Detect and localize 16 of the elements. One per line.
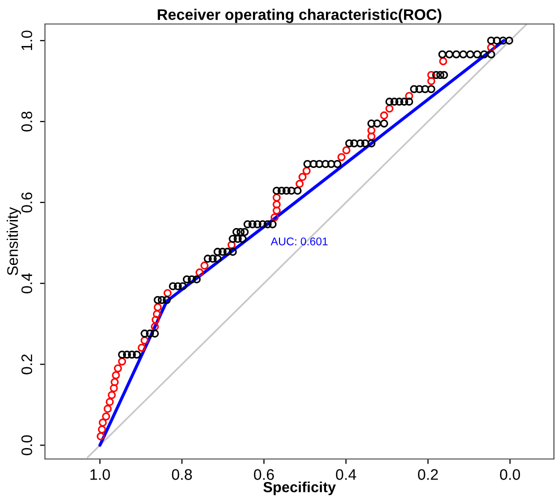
x-tick-label: 0.8 [172,469,192,480]
y-tick-label: 0.6 [21,192,32,212]
x-tick-label: 0.6 [254,469,274,480]
y-tick-label: 0.2 [21,354,32,374]
y-tick-label: 1.0 [21,30,32,50]
x-tick-label: 0.4 [336,469,356,480]
x-tick-label: 0.0 [500,469,520,480]
y-tick-label: 0.4 [21,273,32,294]
annotation: AUC: 0.601 [270,237,328,246]
chart-title: Receiver operating characteristic(ROC) [158,8,442,24]
x-tick-label: 1.0 [90,469,110,480]
y-axis-title: Sensitivity [6,207,21,276]
y-tick-label: 0.8 [21,112,32,132]
x-tick-label: 0.2 [418,469,438,480]
y-tick-label: 0.0 [21,435,32,456]
x-axis-title: Specificity [263,482,336,496]
